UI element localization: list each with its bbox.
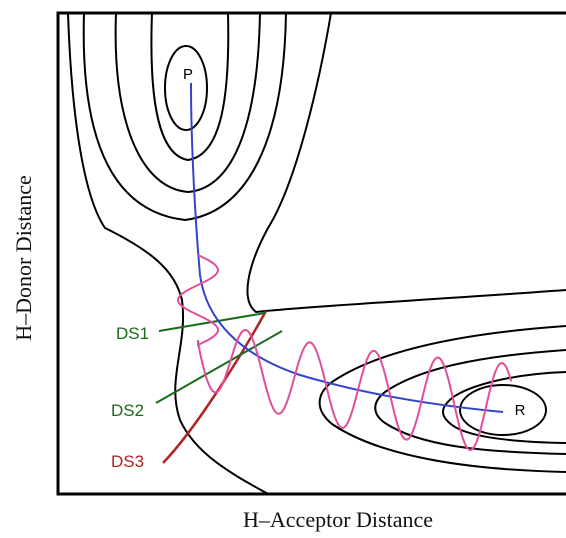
ds1-label: DS1: [116, 324, 149, 343]
ds3-label: DS3: [111, 452, 144, 471]
contour-outer-left: [67, 12, 269, 495]
contour-r-4: [318, 325, 566, 473]
contour-p-inner: [164, 45, 208, 131]
contour-p-2: [150, 12, 230, 162]
trajectory-path: [176, 254, 513, 452]
contour-p-4: [82, 12, 287, 222]
ds3-line: [162, 310, 268, 464]
x-axis-label: H–Acceptor Distance: [243, 507, 433, 532]
product-label: P: [183, 66, 193, 83]
y-axis-label: H–Donor Distance: [11, 175, 36, 341]
contour-outer-upper: [246, 12, 566, 314]
reaction-path: [190, 82, 504, 413]
reactant-label: R: [515, 402, 526, 419]
ds2-line: [155, 330, 283, 404]
contour-r-2: [442, 371, 566, 444]
contour-p-3: [114, 12, 261, 194]
ds2-label: DS2: [111, 401, 144, 420]
plot-frame: [56, 11, 566, 496]
contour-r-inner: [459, 384, 547, 436]
contour-r-3: [374, 349, 566, 455]
